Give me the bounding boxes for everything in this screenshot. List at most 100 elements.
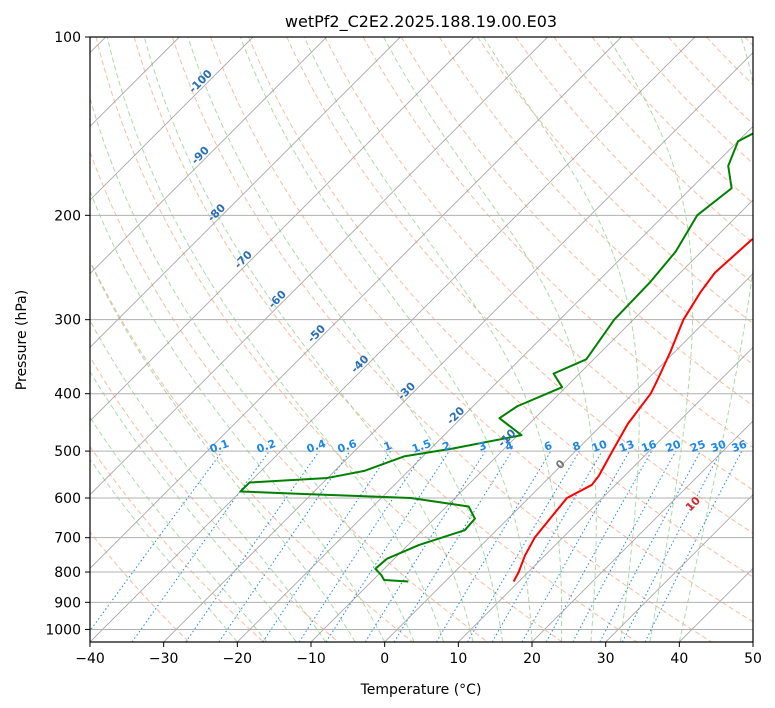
grid-lines: [90, 37, 753, 642]
y-tick-label: 500: [54, 444, 81, 460]
mixing-ratio-line: [90, 450, 223, 632]
y-tick-label: 300: [54, 313, 81, 329]
dry-adiabat-line: [90, 531, 190, 642]
mixing-ratio-label: 1: [382, 439, 394, 454]
mixing-ratio-label: 30: [709, 438, 728, 456]
isotherm-line: [310, 199, 753, 642]
isotherm-line: [90, 37, 622, 569]
isotherm-line: [531, 420, 753, 642]
plot-area: [90, 37, 753, 642]
mixing-ratio-line: [545, 450, 653, 642]
mixing-ratio-label: 6: [542, 439, 554, 454]
mixing-ratio-line: [298, 450, 425, 642]
isotherm-line: [237, 125, 753, 642]
x-tick-label: −10: [296, 651, 326, 667]
data-series: [239, 132, 753, 583]
dry-adiabat-line: [95, 37, 563, 642]
y-axis-ticks: 100 200 300 400 500 600 700 800 900 1000: [45, 30, 90, 638]
moist-adiabat-line: [607, 37, 694, 642]
dry-adiabat-line: [477, 37, 753, 325]
moist-adiabat-line: [90, 260, 356, 642]
mixing-ratio-line: [521, 450, 630, 642]
mixing-ratio-label: 0.4: [305, 437, 328, 456]
dry-adiabat-line: [90, 356, 339, 642]
moist-adiabat-line: [90, 416, 268, 642]
moist-adiabat-line: [90, 458, 238, 642]
x-tick-label: −30: [149, 651, 179, 667]
mixing-ratio-label: 0.2: [255, 437, 278, 456]
x-tick-label: 0: [380, 651, 389, 667]
isotherm-line: [90, 37, 475, 422]
mixing-ratio-line: [131, 450, 270, 642]
isopleth-labels: -100-90-80-70-60-50-40-30-20-1000.1 0.2 0.…: [186, 67, 749, 514]
moist-adiabat-line: [106, 37, 445, 642]
temperature-profile-line: [512, 237, 753, 582]
dry-adiabat-line: [90, 259, 414, 642]
dry-adiabat-line: [90, 150, 488, 642]
background-lines: [90, 37, 753, 642]
y-tick-label: 200: [54, 208, 81, 224]
moist-adiabat-line: [187, 37, 504, 642]
x-tick-label: −20: [223, 651, 253, 667]
isotherm-line: [90, 37, 401, 348]
y-tick-label: 900: [54, 595, 81, 611]
y-tick-label: 700: [54, 531, 81, 547]
mixing-ratio-line: [393, 450, 513, 642]
mixing-ratio-label: 4: [503, 439, 515, 454]
mixing-ratio-line: [325, 450, 450, 642]
isotherm-line: [458, 346, 753, 642]
dry-adiabat-line: [400, 37, 753, 407]
mixing-ratio-label: 0.6: [336, 437, 359, 456]
mixing-ratio-label: 25: [689, 438, 708, 455]
dry-adiabat-line: [248, 37, 753, 578]
y-tick-label: 600: [54, 491, 81, 507]
isotherm-line: [90, 37, 548, 496]
mixing-ratio-label: 1.5: [410, 437, 433, 456]
y-axis-title: Pressure (hPa): [14, 290, 30, 390]
x-tick-label: −40: [75, 651, 105, 667]
dry-adiabat-line: [324, 37, 753, 491]
moist-adiabat-line: [678, 37, 753, 642]
chart-title: wetPf2_C2E2.2025.188.19.00.E03: [285, 12, 557, 32]
mixing-ratio-label: 13: [617, 438, 636, 455]
isotherm-line: [90, 37, 327, 275]
mixing-ratio-line: [218, 450, 351, 642]
isotherm-line: [90, 37, 254, 201]
dry-adiabat-line: [90, 445, 264, 642]
moist-adiabat-line: [143, 37, 474, 642]
isotherm-line: [384, 273, 753, 642]
x-tick-label: 50: [744, 651, 762, 667]
isotherm-line: [163, 52, 753, 642]
dewpoint-profile-line: [239, 132, 753, 583]
mixing-ratio-label: 2: [441, 439, 453, 454]
mixing-ratio-label: 3: [477, 439, 489, 454]
y-tick-label: 400: [54, 387, 81, 403]
mixing-ratio-line: [262, 450, 392, 642]
y-tick-label: 1000: [45, 622, 81, 638]
mixing-ratio-line: [185, 450, 320, 642]
x-tick-label: 30: [597, 651, 615, 667]
isotherm-line: [605, 494, 753, 642]
mixing-ratio-line: [572, 450, 677, 642]
moist-adiabat-line: [303, 37, 563, 642]
dry-adiabat-line: [133, 37, 638, 642]
dry-adiabat-line: [362, 37, 753, 449]
dry-adiabat-line: [286, 37, 753, 534]
x-axis-ticks: −40 −30 −20 −10 0 10 20 30 40 50: [75, 642, 762, 667]
mixing-ratio-label: 8: [571, 439, 583, 454]
dry-adiabat-line: [171, 37, 712, 642]
dry-adiabat-line: [515, 37, 753, 284]
moist-adiabat-line: [90, 319, 327, 642]
mixing-ratio-label: 16: [640, 438, 659, 456]
plot-frame: [89, 36, 754, 643]
y-tick-label: 100: [54, 30, 81, 46]
mixing-ratio-label: 36: [730, 438, 749, 456]
mixing-ratio-label: 0.1: [208, 437, 231, 456]
moist-adiabat-line: [239, 37, 533, 642]
moist-adiabat-line: [482, 37, 640, 642]
x-tick-label: 20: [523, 651, 541, 667]
x-axis-title: Temperature (°C): [360, 682, 482, 698]
x-tick-label: 10: [449, 651, 467, 667]
dry-adiabat-line: [210, 37, 753, 623]
